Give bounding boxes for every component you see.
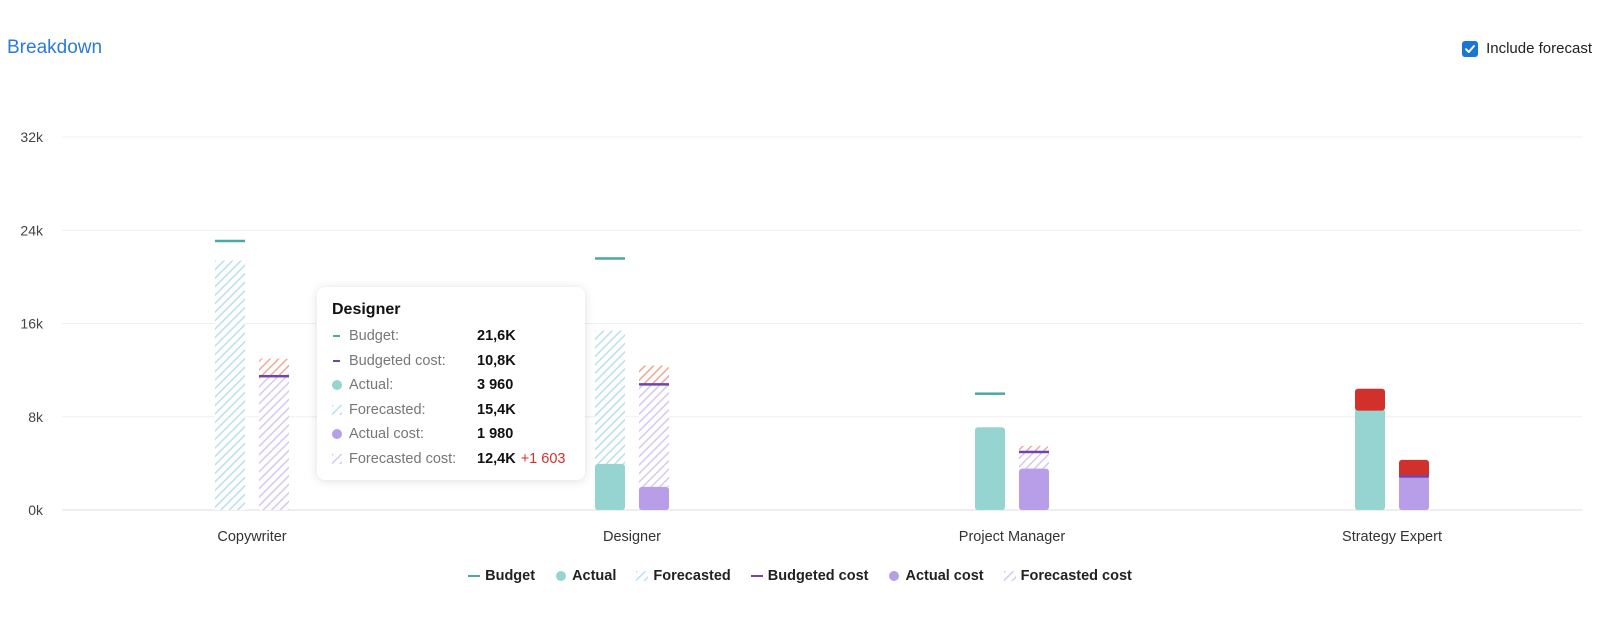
- tooltip-row-actual: Actual: 3 960: [332, 373, 585, 398]
- tooltip-delta: +1 603: [520, 450, 566, 467]
- y-tick-label: 0k: [28, 502, 44, 518]
- tooltip-row-forecasted: Forecasted: 15,4K: [332, 398, 585, 423]
- forecasted-hatch-icon: [636, 571, 649, 581]
- budget-marker: [975, 392, 1005, 395]
- legend-item-actual-cost[interactable]: Actual cost: [888, 568, 984, 584]
- check-icon: [1465, 44, 1476, 53]
- budgeted-cost-dash-icon: [332, 356, 342, 366]
- forecasted-cost-over-budget-bar: [639, 365, 669, 385]
- budgeted-cost-marker: [639, 383, 669, 386]
- actual-over-budget-bar: [1355, 388, 1385, 411]
- forecasted-bar: [215, 260, 245, 510]
- actual-bar: [1355, 408, 1385, 510]
- tooltip-value: 10,8K: [477, 352, 516, 369]
- budgeted-cost-marker: [1019, 450, 1049, 454]
- x-tick-label: Project Manager: [959, 529, 1066, 545]
- forecasted-hatch-icon: [332, 404, 342, 415]
- legend-label: Actual: [572, 568, 617, 584]
- tooltip-row-actual-cost: Actual cost: 1 980: [332, 422, 585, 447]
- legend-label: Forecasted: [653, 568, 731, 584]
- legend-label: Forecasted cost: [1020, 568, 1132, 584]
- legend-item-forecasted[interactable]: Forecasted: [636, 568, 731, 584]
- legend-label: Budget: [485, 568, 536, 584]
- forecasted-cost-bar: [1019, 451, 1049, 469]
- include-forecast-toggle[interactable]: Include forecast: [1462, 40, 1592, 57]
- tooltip-title: Designer: [332, 301, 401, 318]
- tooltip-label: Budgeted cost:: [349, 352, 446, 369]
- legend-label: Actual cost: [905, 568, 984, 584]
- actual-cost-bar: [639, 486, 669, 510]
- budgeted-cost-dash-icon: [750, 571, 763, 581]
- tooltip-value: 1 980: [477, 426, 514, 443]
- legend-label: Budgeted cost: [767, 568, 869, 584]
- forecasted-cost-hatch-icon: [1003, 571, 1016, 581]
- actual-bar: [975, 427, 1005, 510]
- actual-cost-bar: [1019, 468, 1049, 510]
- actual-dot-icon: [555, 571, 567, 581]
- chart-tooltip: Designer Budget: 21,6K Budgeted cost: 10…: [317, 287, 585, 480]
- legend-item-actual[interactable]: Actual: [555, 568, 616, 584]
- tooltip-label: Budget:: [349, 328, 399, 345]
- actual-dot-icon: [332, 380, 342, 391]
- tooltip-value: 3 960: [477, 377, 514, 394]
- actual-cost-bar: [1399, 476, 1429, 510]
- y-tick-label: 16k: [20, 316, 44, 332]
- budgeted-cost-marker: [1399, 475, 1429, 478]
- budget-marker: [215, 239, 245, 243]
- include-forecast-label: Include forecast: [1486, 40, 1592, 57]
- y-tick-label: 8k: [28, 409, 44, 425]
- legend-item-budget[interactable]: Budget: [468, 568, 535, 584]
- tooltip-label: Actual cost:: [349, 426, 424, 443]
- actual-cost-dot-icon: [332, 429, 342, 440]
- actual-bar: [595, 463, 625, 510]
- budgeted-cost-marker: [259, 374, 289, 378]
- budget-dash-icon: [468, 571, 481, 581]
- x-tick-label: Strategy Expert: [1342, 529, 1442, 545]
- tooltip-value: 12,4K: [477, 450, 516, 467]
- tooltip-row-budgeted-cost: Budgeted cost: 10,8K: [332, 349, 585, 374]
- forecasted-cost-over-budget-bar: [259, 358, 289, 376]
- budget-marker: [595, 257, 625, 260]
- tooltip-row-forecasted-cost: Forecasted cost: 12,4K +1 603: [332, 447, 585, 472]
- tooltip-label: Actual:: [349, 377, 394, 394]
- legend-item-budgeted-cost[interactable]: Budgeted cost: [750, 568, 869, 584]
- y-tick-label: 24k: [20, 222, 44, 238]
- chart-legend: Budget Actual Forecasted Budgeted cost A…: [0, 568, 1600, 584]
- forecasted-cost-bar: [639, 384, 669, 487]
- actual-cost-dot-icon: [888, 571, 900, 581]
- legend-item-forecasted-cost[interactable]: Forecasted cost: [1003, 568, 1132, 584]
- include-forecast-checkbox[interactable]: [1462, 40, 1479, 57]
- tooltip-row-budget: Budget: 21,6K: [332, 324, 585, 349]
- forecasted-cost-over-budget-bar: [1019, 445, 1049, 452]
- tooltip-label: Forecasted cost:: [349, 450, 457, 467]
- budget-dash-icon: [332, 331, 342, 341]
- page-title: Breakdown: [7, 37, 103, 58]
- actual-cost-over-budget-bar: [1399, 459, 1429, 479]
- forecasted-cost-hatch-icon: [332, 453, 342, 464]
- tooltip-value: 15,4K: [477, 401, 516, 418]
- x-tick-label: Copywriter: [217, 529, 286, 545]
- tooltip-value: 21,6K: [477, 328, 516, 345]
- x-tick-label: Designer: [603, 529, 661, 545]
- forecasted-bar: [595, 330, 625, 464]
- breakdown-chart: 0k 8k 16k 24k 32k Copywriter Designer Project M…: [20, 129, 1582, 545]
- forecasted-cost-bar: [259, 375, 289, 510]
- y-tick-label: 32k: [20, 129, 44, 145]
- tooltip-label: Forecasted:: [349, 401, 426, 418]
